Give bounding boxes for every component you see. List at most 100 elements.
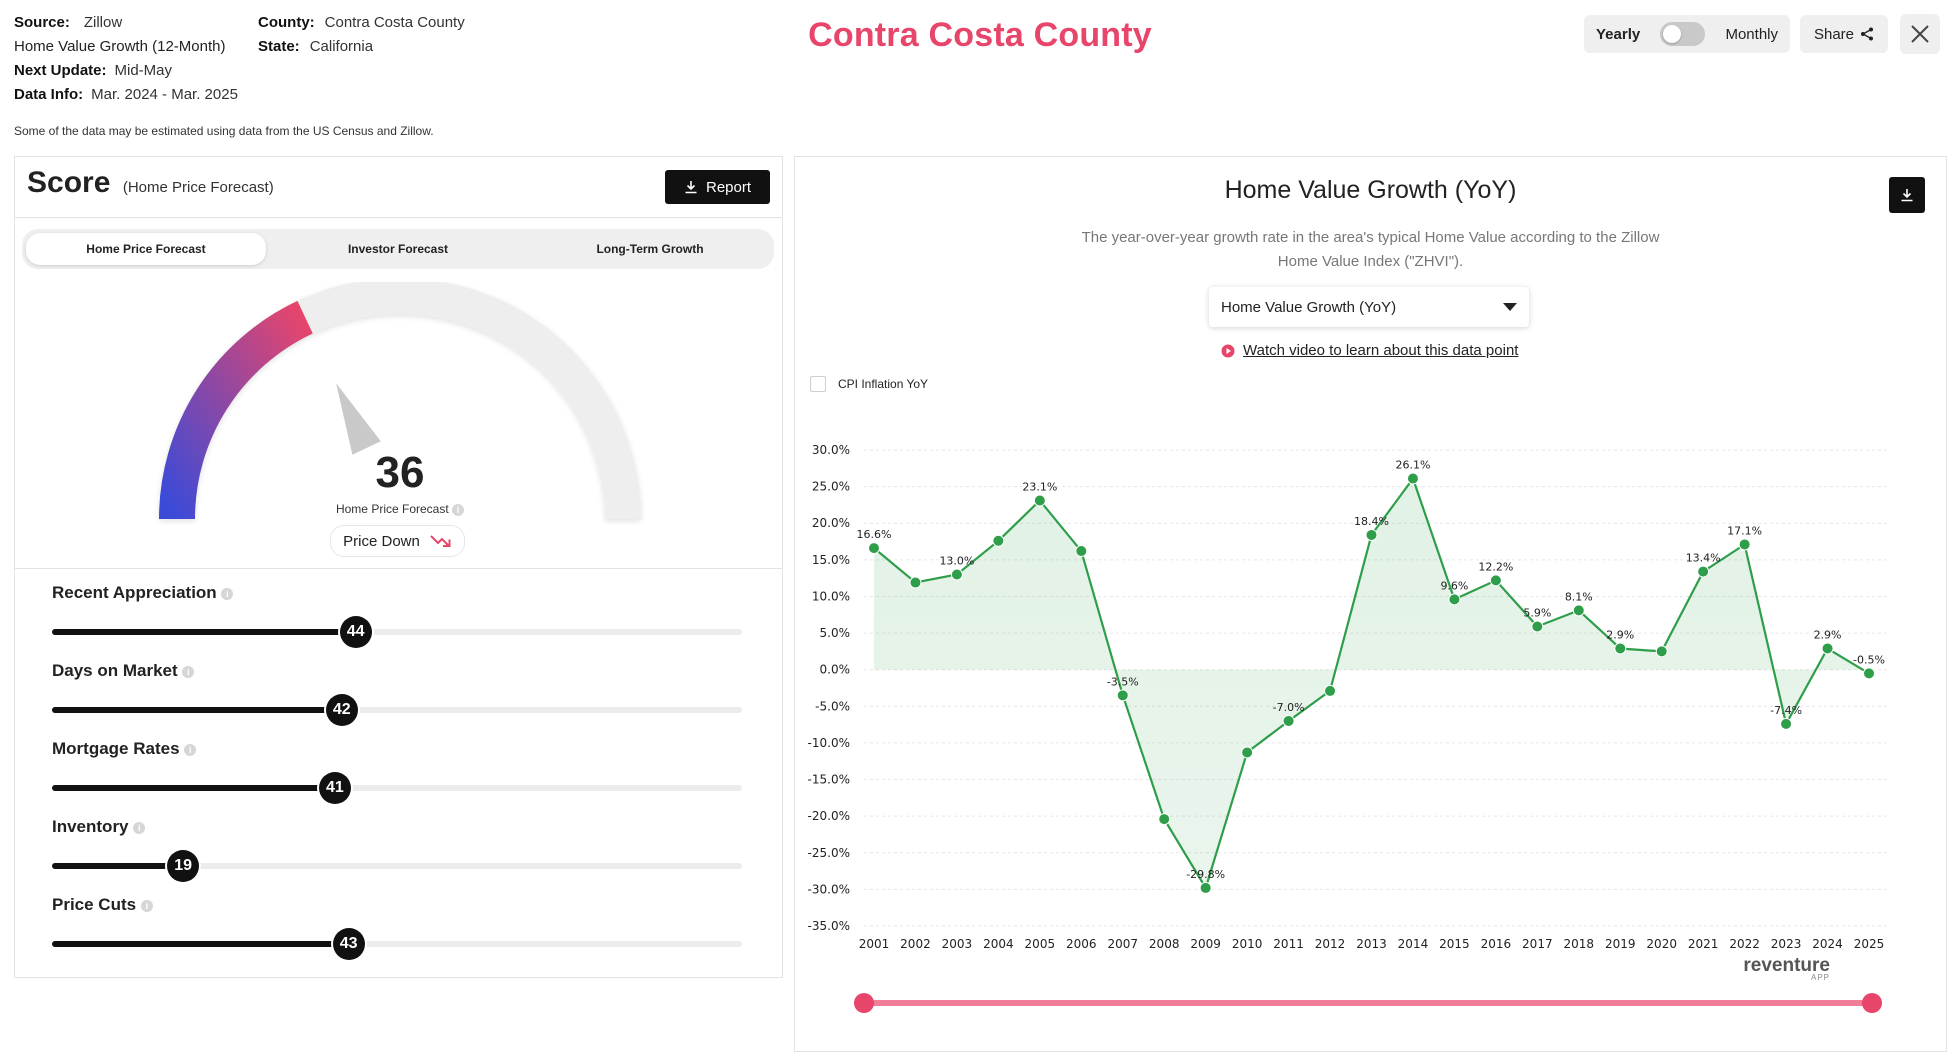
state-label: State:	[258, 38, 300, 55]
gauge-fill	[159, 300, 313, 520]
score-caption-text: Home Price Forecast	[335, 502, 449, 516]
status-text: Price Down	[343, 532, 420, 550]
monthly-option[interactable]: Monthly	[1725, 25, 1778, 43]
x-tick-label: 2008	[1149, 937, 1180, 951]
data-label: 5.9%	[1523, 606, 1551, 619]
data-label: -7.0%	[1273, 701, 1305, 714]
data-point	[1116, 689, 1129, 702]
info-icon[interactable]: i	[133, 821, 146, 834]
report-label: Report	[705, 178, 752, 196]
data-label: 2.9%	[1814, 628, 1842, 641]
metric-handle: 41	[318, 772, 351, 804]
metric-label: Inventory	[52, 817, 129, 836]
series-area	[874, 478, 1869, 888]
data-point	[992, 534, 1005, 547]
x-tick-label: 2012	[1315, 937, 1346, 951]
tab-investor-forecast[interactable]: Investor Forecast	[347, 242, 449, 256]
data-label: 17.1%	[1727, 524, 1762, 537]
metric-recent-appreciation: Recent Appreciation i	[52, 583, 234, 603]
info-icon[interactable]: i	[184, 743, 197, 756]
share-label: Share	[1813, 25, 1855, 43]
metric-fill	[52, 785, 335, 791]
video-link-row: Watch video to learn about this data poi…	[1221, 342, 1518, 359]
data-label: 12.2%	[1478, 560, 1513, 573]
brand-name: reventure	[1743, 955, 1830, 976]
dropdown-value: Home Value Growth (YoY)	[1221, 298, 1397, 316]
metric-handle: 19	[167, 850, 200, 882]
x-tick-label: 2021	[1688, 937, 1719, 951]
x-tick-label: 2018	[1564, 937, 1595, 951]
cpi-checkbox[interactable]	[810, 376, 826, 392]
divider	[14, 217, 783, 218]
score-panel	[14, 156, 783, 978]
data-point	[1365, 528, 1378, 541]
date-range-track[interactable]	[862, 1000, 1874, 1006]
data-point	[1572, 604, 1585, 617]
cpi-toggle: CPI Inflation YoY	[810, 376, 928, 392]
tab-home-price-forecast[interactable]: Home Price Forecast	[26, 233, 266, 265]
score-caption: Home Price Forecast i	[290, 502, 510, 516]
metric-label: Recent Appreciation	[52, 583, 217, 602]
info-icon[interactable]: i	[221, 587, 234, 600]
x-tick-label: 2019	[1605, 937, 1636, 951]
meta-info-right: County: Contra Costa County State: Califor…	[258, 11, 465, 59]
disclaimer: Some of the data may be estimated using …	[14, 124, 434, 138]
metric-dropdown[interactable]: Home Value Growth (YoY)	[1209, 287, 1529, 327]
status-badge: Price Down	[330, 525, 465, 557]
data-info-label: Data Info:	[14, 86, 84, 103]
x-tick-label: 2025	[1854, 937, 1885, 951]
data-point	[950, 568, 963, 581]
info-icon[interactable]: i	[452, 503, 465, 516]
period-toggle: Yearly Monthly	[1584, 15, 1790, 53]
brand-logo: reventure APP	[1740, 955, 1830, 982]
info-icon[interactable]: i	[140, 899, 153, 912]
x-tick-label: 2002	[900, 937, 931, 951]
y-axis: 30.0% 25.0% 20.0% 15.0% 10.0% 5.0% 0.0% -5.0% -1…	[808, 443, 850, 933]
report-button[interactable]: Report	[665, 170, 770, 204]
close-button[interactable]	[1900, 14, 1940, 54]
switch-knob	[1663, 25, 1682, 43]
tab-long-term-growth[interactable]: Long-Term Growth	[596, 242, 704, 256]
data-point	[1033, 494, 1046, 507]
gauge-needle	[336, 383, 381, 455]
data-point	[1780, 717, 1793, 730]
x-axis: 2001 2002 2003 2004 2005 2006 2007 2008 2009 2010…	[859, 937, 1885, 951]
x-tick-label: 2009	[1190, 937, 1221, 951]
metric-name: Home Value Growth (12-Month)	[14, 38, 226, 55]
divider	[14, 568, 783, 569]
data-point	[1863, 667, 1875, 680]
source-link[interactable]: Zillow	[83, 14, 123, 31]
data-point	[868, 542, 880, 555]
range-end-handle[interactable]	[1862, 993, 1882, 1013]
share-icon	[1860, 27, 1874, 41]
x-tick-label: 2022	[1729, 937, 1760, 951]
metric-fill	[52, 707, 342, 713]
yearly-option[interactable]: Yearly	[1596, 25, 1641, 43]
metric-label: Days on Market	[52, 661, 178, 680]
y-tick-label: 5.0%	[820, 626, 851, 640]
range-start-handle[interactable]	[854, 993, 874, 1013]
period-switch[interactable]	[1660, 22, 1706, 46]
data-label: 26.1%	[1395, 459, 1430, 472]
data-label: 16.6%	[857, 528, 892, 541]
chart-title: Home Value Growth (YoY)	[1224, 176, 1517, 204]
metric-label: Price Cuts	[52, 895, 137, 914]
y-tick-label: -15.0%	[808, 773, 850, 787]
next-update-value: Mid-May	[114, 62, 173, 79]
y-tick-label: 25.0%	[812, 480, 850, 494]
chart-download-button[interactable]	[1889, 177, 1925, 213]
watch-video-link[interactable]: Watch video to learn about this data poi…	[1243, 342, 1519, 359]
y-tick-label: -20.0%	[808, 809, 850, 823]
data-point	[1199, 881, 1212, 894]
x-tick-label: 2023	[1771, 937, 1802, 951]
metric-price-cuts: Price Cuts i	[52, 895, 153, 915]
meta-info-left: Source: Zillow Home Value Growth (12-Mont…	[14, 11, 238, 107]
share-button[interactable]: Share	[1800, 15, 1888, 53]
y-tick-label: -35.0%	[808, 919, 850, 933]
data-label: 9.6%	[1440, 579, 1468, 592]
county-value: Contra Costa County	[324, 14, 465, 31]
county-label: County:	[258, 14, 315, 31]
info-icon[interactable]: i	[182, 665, 195, 678]
y-tick-label: 15.0%	[812, 553, 850, 567]
y-tick-label: 0.0%	[820, 663, 851, 677]
